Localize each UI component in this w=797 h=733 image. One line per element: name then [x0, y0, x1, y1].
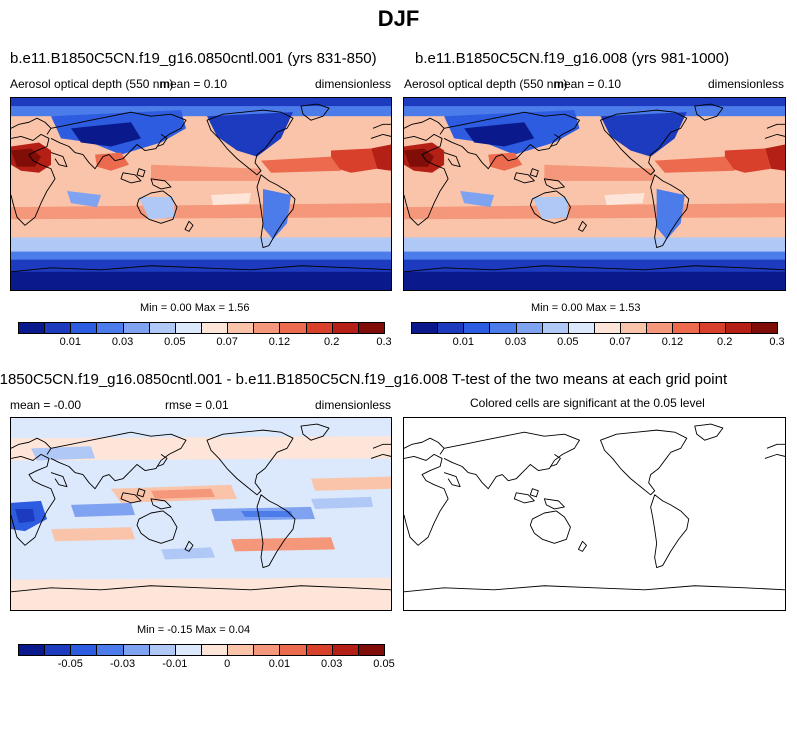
colorbar-swatch — [357, 322, 385, 334]
panel2-map — [403, 97, 786, 291]
panel2-title: b.e11.B1850C5CN.f19_g16.008 (yrs 981-100… — [415, 50, 730, 67]
panel1-units: dimensionless — [315, 77, 392, 91]
colorbar-tick-label: 0.03 — [504, 336, 527, 348]
colorbar-swatch — [646, 322, 674, 334]
colorbar-tick-label: 0.05 — [373, 658, 395, 670]
colorbar-tick-label: 0.03 — [320, 658, 343, 670]
colorbar-swatch — [331, 644, 359, 656]
colorbar-tick-label: 0.07 — [609, 336, 631, 348]
colorbar-swatch — [672, 322, 700, 334]
colorbar-swatch — [148, 644, 176, 656]
panel4-subtitle: Colored cells are significant at the 0.0… — [470, 396, 705, 410]
figure-title: DJF — [377, 6, 420, 31]
colorbar-swatch — [567, 322, 595, 334]
colorbar-swatch — [515, 322, 543, 334]
colorbar-tick-label: 0.3 — [769, 336, 785, 348]
colorbar-tick-label: 0.01 — [452, 336, 474, 348]
panel4-map — [403, 417, 786, 611]
colorbar-swatch — [227, 644, 255, 656]
colorbar-swatch — [44, 644, 72, 656]
panel1-title: b.e11.B1850C5CN.f19_g16.0850cntl.001 (yr… — [10, 50, 377, 67]
colorbar-swatch — [724, 322, 752, 334]
colorbar-tick-label: 0.05 — [164, 336, 186, 348]
panel1-minmax: Min = 0.00 Max = 1.56 — [140, 302, 250, 314]
panel1-variable-label: Aerosol optical depth (550 nm) — [10, 77, 174, 91]
colorbar-tick-label: 0.2 — [324, 336, 340, 348]
panel3-title: b.e11.B1850C5CN.f19_g16.0850cntl.001 - b… — [0, 371, 448, 388]
colorbar-swatch — [411, 322, 439, 334]
colorbar-tick-label: 0.01 — [59, 336, 81, 348]
colorbar-tick-label: 0.3 — [376, 336, 392, 348]
colorbar-swatch — [279, 644, 307, 656]
colorbar-swatch — [463, 322, 491, 334]
colorbar-swatch — [174, 322, 202, 334]
colorbar-swatch — [96, 644, 124, 656]
colorbar-swatch — [437, 322, 465, 334]
colorbar-swatch — [122, 322, 150, 334]
panel3-mean-label: mean = -0.00 — [10, 398, 82, 412]
panel3-minmax: Min = -0.15 Max = 0.04 — [137, 624, 251, 636]
colorbar-swatch — [227, 322, 255, 334]
colorbar-swatch — [594, 322, 622, 334]
colorbar-swatch — [253, 644, 281, 656]
panel3-rmse-label: rmse = 0.01 — [165, 398, 229, 412]
panel2-colorbar — [411, 322, 778, 334]
panel3-map — [10, 417, 392, 611]
colorbar-tick-label: 0.03 — [111, 336, 134, 348]
colorbar-swatch — [44, 322, 72, 334]
colorbar-swatch — [541, 322, 569, 334]
colorbar-tick-label: 0.01 — [268, 658, 291, 670]
colorbar-tick-label: 0.07 — [216, 336, 238, 348]
colorbar-tick-label: 0.12 — [268, 336, 291, 348]
colorbar-tick-label: -0.01 — [162, 658, 188, 670]
colorbar-tick-label: 0.2 — [717, 336, 733, 348]
panel3-units: dimensionless — [315, 398, 392, 412]
panel2-mean-label: mean = 0.10 — [554, 77, 622, 91]
panel1-colorbar-labels: 0.01 0.03 0.05 0.07 0.12 0.2 0.3 — [18, 336, 392, 350]
colorbar-swatch — [148, 322, 176, 334]
colorbar-swatch — [201, 322, 229, 334]
colorbar-swatch — [279, 322, 307, 334]
colorbar-swatch — [620, 322, 648, 334]
panel1-colorbar — [18, 322, 385, 334]
panel3-colorbar-labels: -0.05 -0.03 -0.01 0 0.01 0.03 0.05 — [18, 658, 395, 672]
colorbar-tick-label: 0.05 — [557, 336, 579, 348]
colorbar-swatch — [174, 644, 202, 656]
panel1-mean-label: mean = 0.10 — [160, 77, 228, 91]
colorbar-swatch — [750, 322, 778, 334]
colorbar-tick-label: -0.05 — [57, 658, 83, 670]
colorbar-swatch — [698, 322, 726, 334]
colorbar-swatch — [122, 644, 150, 656]
colorbar-swatch — [70, 644, 98, 656]
colorbar-swatch — [489, 322, 517, 334]
colorbar-swatch — [18, 322, 46, 334]
panel3-colorbar — [18, 644, 385, 656]
colorbar-swatch — [201, 644, 229, 656]
panel2-colorbar-labels: 0.01 0.03 0.05 0.07 0.12 0.2 0.3 — [411, 336, 785, 350]
colorbar-tick-label: 0.12 — [661, 336, 684, 348]
colorbar-swatch — [331, 322, 359, 334]
colorbar-swatch — [305, 644, 333, 656]
panel2-minmax: Min = 0.00 Max = 1.53 — [531, 302, 641, 314]
panel1-map — [10, 97, 392, 291]
colorbar-tick-label: -0.03 — [110, 658, 136, 670]
colorbar-swatch — [253, 322, 281, 334]
panel4-title: T-test of the two means at each grid poi… — [452, 371, 728, 388]
colorbar-tick-label: 0 — [224, 658, 231, 670]
panel2-variable-label: Aerosol optical depth (550 nm) — [404, 77, 568, 91]
colorbar-swatch — [18, 644, 46, 656]
colorbar-swatch — [357, 644, 385, 656]
panel2-units: dimensionless — [708, 77, 785, 91]
colorbar-swatch — [96, 322, 124, 334]
colorbar-swatch — [305, 322, 333, 334]
colorbar-swatch — [70, 322, 98, 334]
